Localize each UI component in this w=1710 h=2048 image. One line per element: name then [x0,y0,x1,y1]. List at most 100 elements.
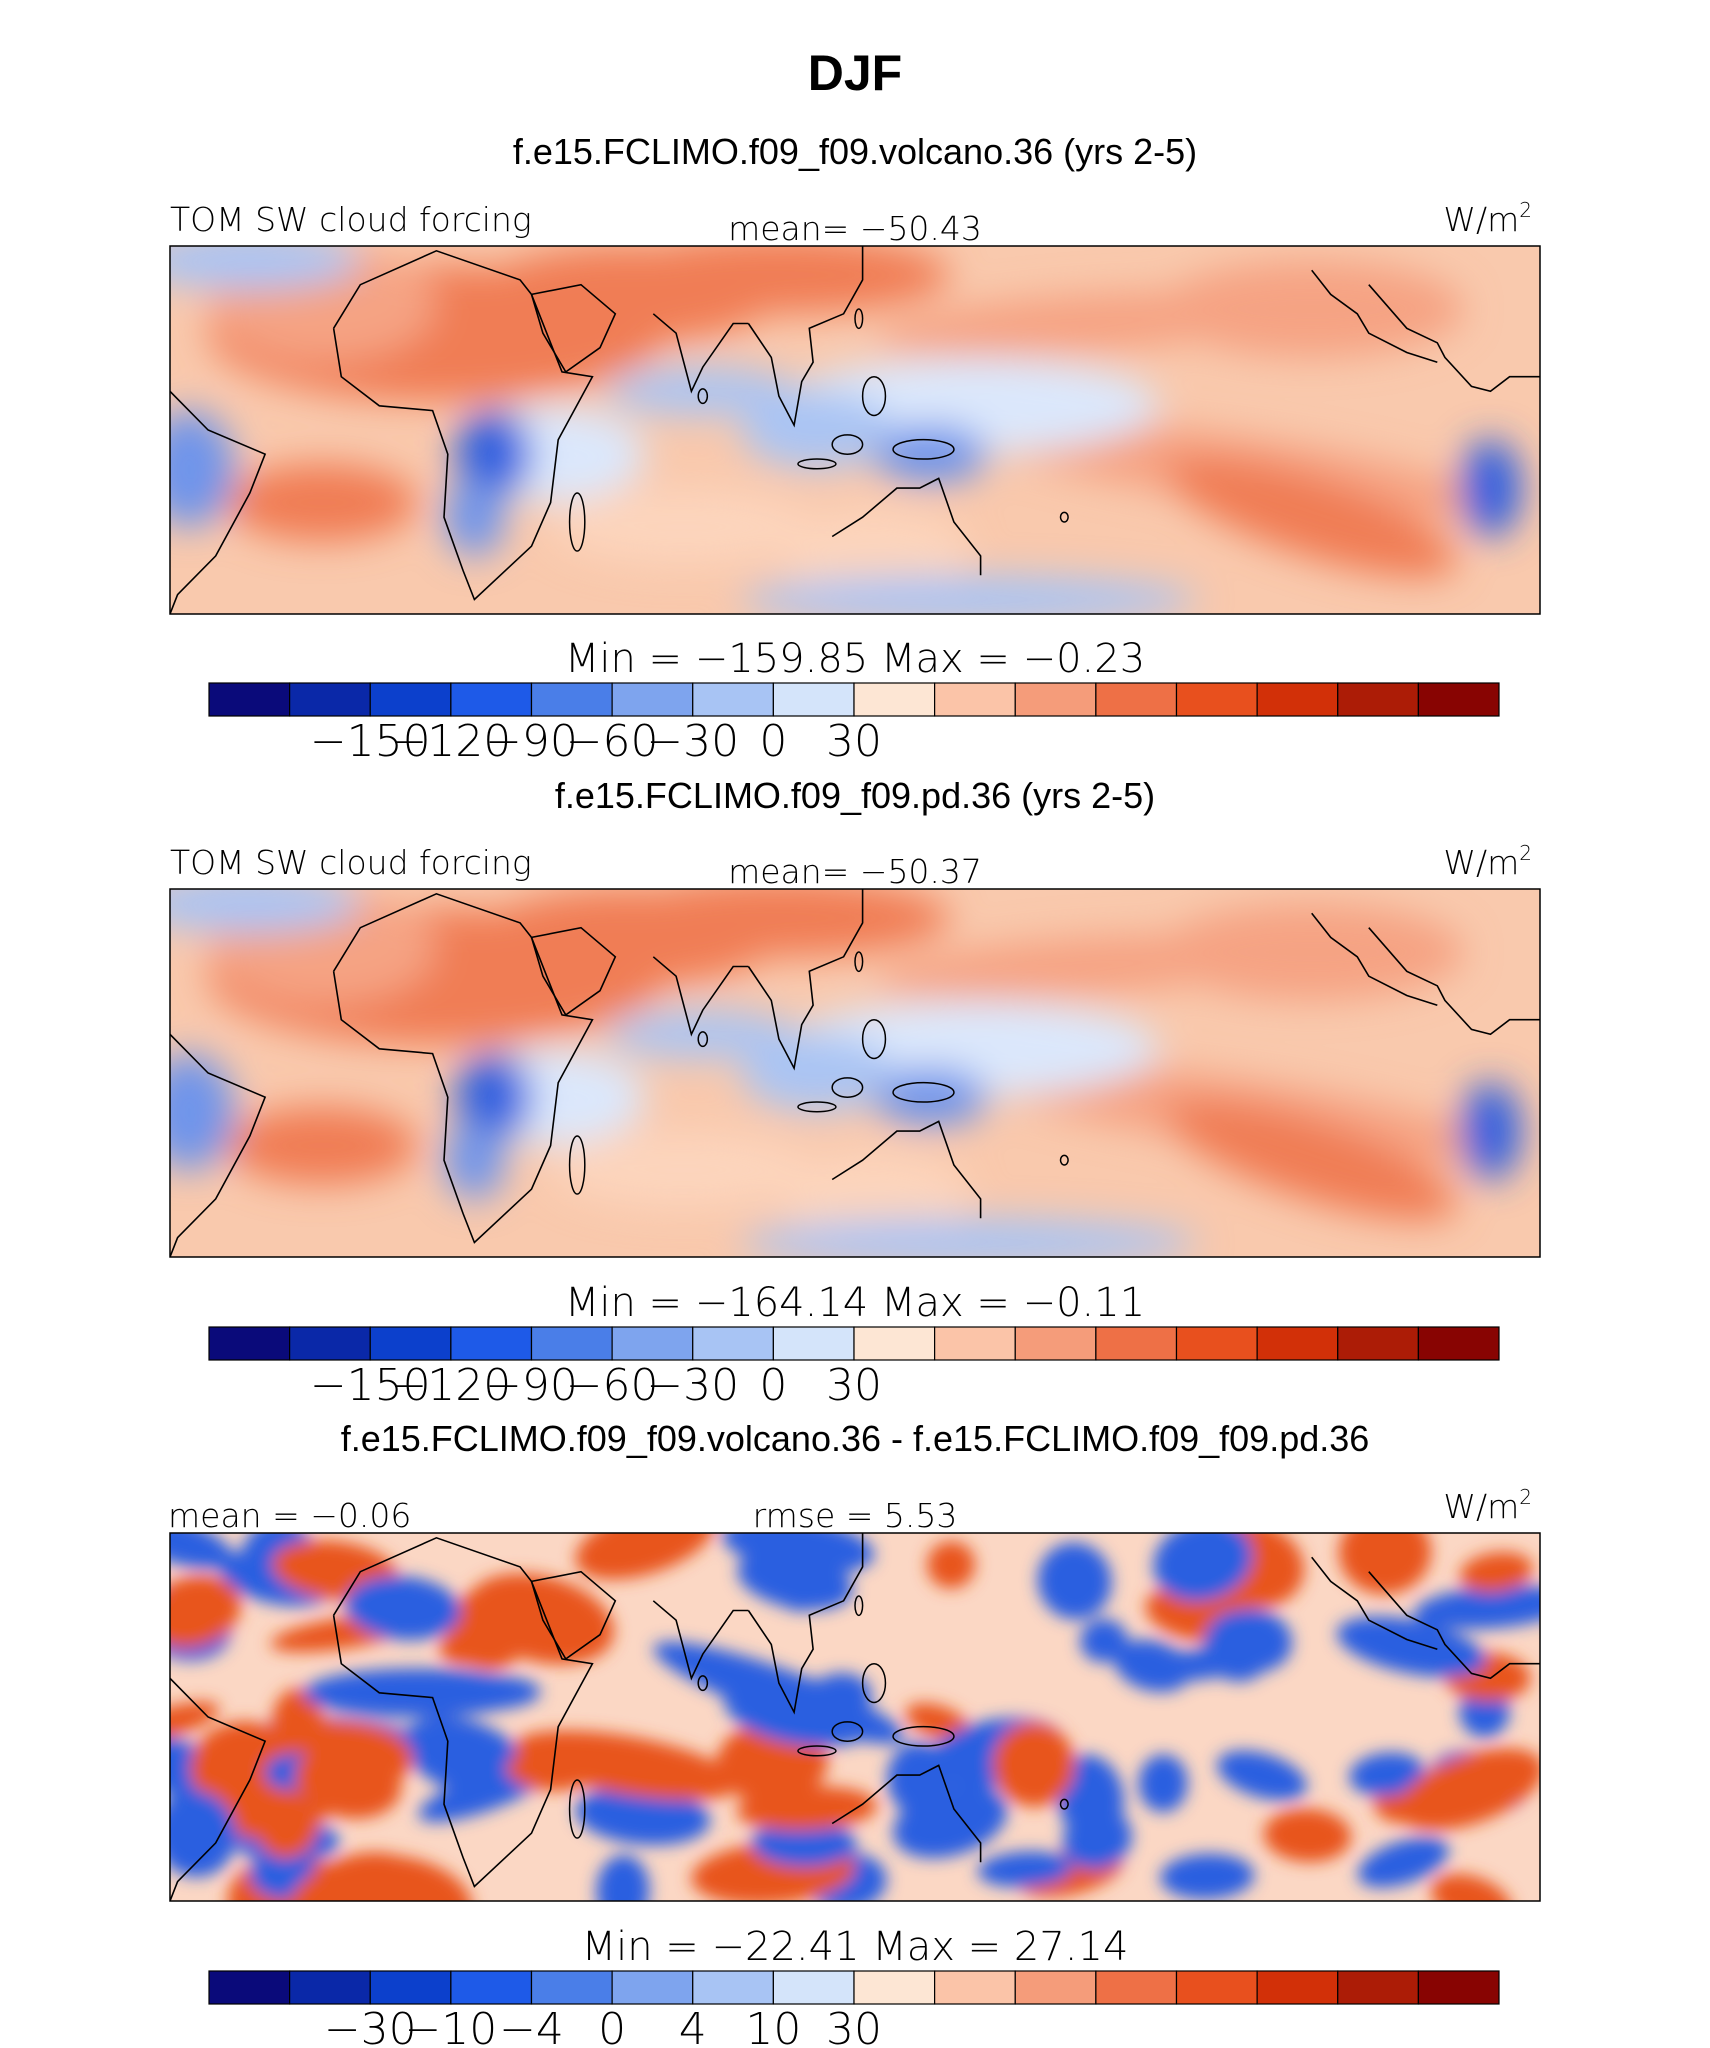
colorbar-box [1175,682,1258,717]
colorbar-tick-label: −30 [324,2004,417,2048]
coastline [530,283,617,374]
field-region [607,367,798,416]
figure-title: DJF [808,45,902,101]
colorbar-box [1256,682,1339,717]
colorbar-tick-label: 4 [679,2004,707,2048]
field-region [170,410,235,527]
colorbar-box [611,682,694,717]
variable-label: TOM SW cloud forcing [170,843,532,882]
colorbar-box [1095,1970,1178,2005]
colorbar-box [369,682,452,717]
panel-subtitle: f.e15.FCLIMO.f09_f09.volcano.36 (yrs 2-5… [513,131,1197,172]
field-region [740,391,894,469]
colorbar: −30−10 −4 0 4 10 30 [208,1970,1500,2048]
field-region [1166,1100,1457,1220]
coastline [1368,284,1540,393]
colorbar-tick-label: −30 [646,1360,739,1411]
field-region [927,1541,976,1589]
field-region [575,1786,710,1846]
panel-subtitle: f.e15.FCLIMO.f09_f09.pd.36 (yrs 2-5) [555,775,1155,816]
coastline [831,1120,982,1219]
coastline [747,889,864,1071]
field-region [227,463,418,542]
field-region [1138,1754,1188,1813]
colorbar-box [934,1326,1016,1361]
colorbar-box [289,1970,371,2005]
colorbar-tick-label: 0 [759,716,787,767]
coastline [652,956,749,1037]
island-outline [831,434,864,455]
colorbar-box [853,1970,936,2005]
colorbar-box [1337,1970,1419,2005]
island-outline [861,1018,887,1060]
field-region [1166,457,1457,577]
colorbar-box [1337,1326,1419,1361]
island-outline [697,1031,709,1048]
field-blobs [170,1533,1540,1901]
colorbar-title: Min = −22.41 Max = 27.14 [582,1924,1129,1970]
colorbar-tick-label: −90 [485,716,578,767]
colorbar-box [1175,1970,1258,2005]
colorbar-box [772,682,855,717]
colorbar-box [450,682,533,717]
coastlines [170,246,1540,614]
colorbar-box [1417,682,1500,717]
field-region [607,889,951,957]
colorbar-tick-label: −150 [310,716,431,767]
field-region [1217,1750,1307,1801]
coastline [652,1600,749,1681]
colorbar-box [1014,1326,1097,1361]
panel-subtitle: f.e15.FCLIMO.f09_f09.volcano.36 - f.e15.… [341,1418,1370,1459]
island-outline [861,1662,887,1704]
coastline [170,390,267,614]
field-region [170,1575,241,1648]
field-region [992,1722,1075,1807]
colorbar-box [611,1326,694,1361]
coastline [530,926,617,1017]
colorbar-box [1417,1326,1500,1361]
colorbar-tick-label: −120 [390,716,511,767]
field-blobs [170,246,1521,614]
map-field [170,1533,1540,1901]
units-label: W/m2 [1443,841,1532,882]
island-outline [861,375,887,417]
colorbar-box [1256,1326,1339,1361]
colorbar-box [772,1970,855,2005]
field-region [740,575,1198,614]
field-region [287,1852,419,1901]
island-outline [1059,1154,1069,1166]
field-region [550,488,817,566]
colorbar-box [450,1326,533,1361]
field-region [1460,1082,1521,1180]
field-layer [170,1533,1540,1901]
field-region [1336,1616,1486,1677]
panel-pd: f.e15.FCLIMO.f09_f09.pd.36 (yrs 2-5) TOM… [169,775,1541,1411]
colorbar-box [289,1326,371,1361]
colorbar-box [853,682,936,717]
field-region [1460,439,1521,537]
field-region [1203,1610,1274,1682]
field-region [607,1010,798,1059]
coastline [332,1536,594,1888]
island-outline [892,1725,955,1747]
coastline [332,892,594,1244]
coastlines [170,889,1540,1257]
colorbar-box [692,1970,774,2005]
field-region [1113,1639,1191,1692]
field-layer [170,246,1540,614]
colorbar-tick-label: 30 [826,2004,882,2048]
map-frame [169,245,1541,615]
field-region [771,1553,831,1612]
coastline [652,313,749,394]
coastlines [170,1533,1540,1901]
field-region [1159,260,1464,358]
coastline [1311,1556,1438,1650]
panel-volcano: f.e15.FCLIMO.f09_f09.volcano.36 (yrs 2-5… [169,131,1541,767]
field-region [227,1106,418,1185]
colorbar-box [530,1326,613,1361]
field-region [170,889,361,933]
field-region [1459,1552,1533,1593]
field-region [1349,1752,1425,1797]
colorbar-tick-label: −60 [566,716,659,767]
